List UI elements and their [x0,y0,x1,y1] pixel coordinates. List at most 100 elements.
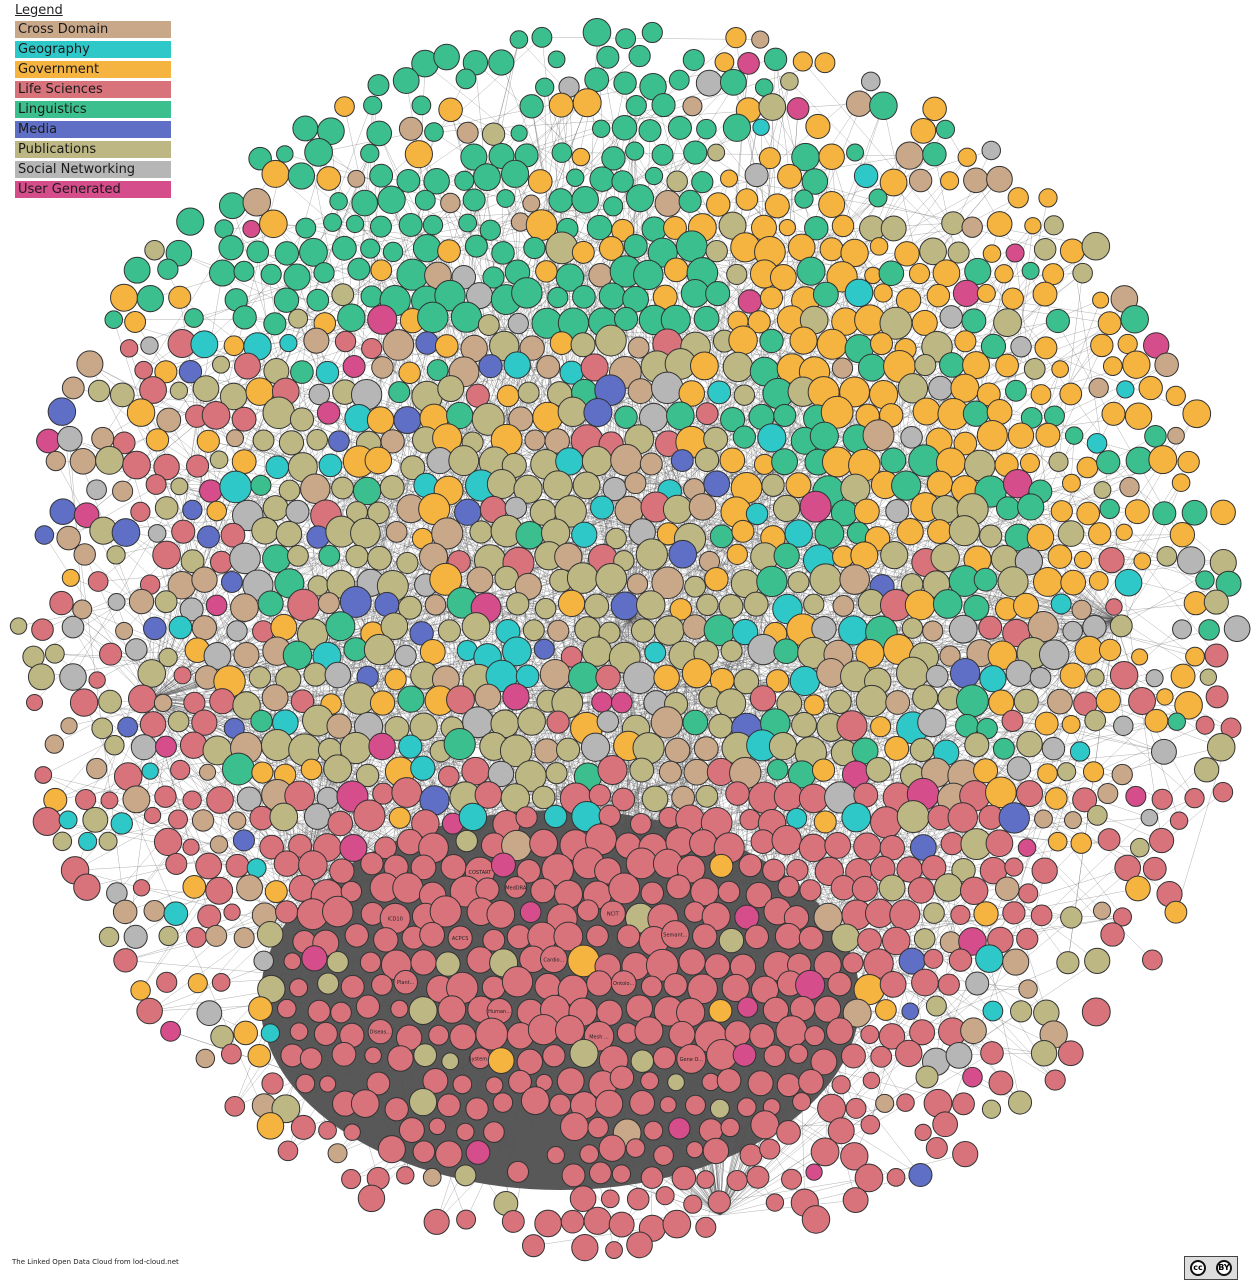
dataset-node[interactable] [596,45,620,69]
dataset-node[interactable] [629,757,655,783]
dataset-node[interactable] [209,688,236,715]
dataset-node[interactable] [1059,238,1085,264]
node-circle[interactable] [69,448,97,475]
node-circle[interactable] [534,597,557,620]
node-circle[interactable] [196,1000,223,1027]
dataset-node[interactable] [982,1000,1004,1022]
node-circle[interactable] [60,717,78,735]
dataset-node[interactable] [126,398,156,427]
dataset-node[interactable] [1097,782,1119,805]
node-circle[interactable] [9,617,28,635]
dataset-node[interactable] [283,952,302,971]
node-circle[interactable] [190,330,219,359]
dataset-node[interactable] [1171,473,1191,493]
node-circle[interactable] [873,283,893,303]
node-circle[interactable] [520,1086,550,1116]
dataset-node[interactable] [831,923,861,953]
node-circle[interactable] [777,875,800,898]
node-circle[interactable] [128,588,155,615]
node-circle[interactable] [277,998,297,1019]
node-circle[interactable] [1005,379,1027,402]
node-circle[interactable] [804,215,829,241]
node-circle[interactable] [932,259,961,288]
dataset-node[interactable] [260,1023,281,1043]
dataset-node[interactable] [394,644,417,667]
dataset-node[interactable] [1034,809,1053,829]
dataset-node[interactable] [285,499,310,524]
node-circle[interactable] [168,809,188,830]
dataset-node[interactable] [56,525,81,551]
node-circle[interactable] [423,168,450,195]
dataset-node[interactable] [219,470,252,504]
dataset-node[interactable] [896,518,924,546]
node-circle[interactable] [549,1093,572,1116]
node-circle[interactable] [758,93,787,121]
dataset-node[interactable] [635,538,668,571]
node-circle[interactable] [49,498,77,526]
node-circle[interactable] [252,429,275,452]
node-circle[interactable] [1105,598,1123,616]
dataset-node[interactable] [1182,399,1212,429]
node-circle[interactable] [452,1074,473,1095]
dataset-node[interactable] [206,500,227,522]
node-circle[interactable] [948,614,978,644]
node-circle[interactable] [58,810,78,830]
dataset-node[interactable] [733,384,756,406]
dataset-node[interactable] [855,684,888,718]
dataset-node[interactable] [776,1073,801,1098]
dataset-node[interactable] [844,278,874,308]
node-circle[interactable] [1195,570,1215,590]
dataset-node[interactable] [840,473,871,504]
dataset-node[interactable] [283,263,311,291]
node-circle[interactable] [424,122,444,142]
node-circle[interactable] [879,970,907,998]
node-circle[interactable] [694,447,720,473]
dataset-node[interactable] [167,710,190,733]
dataset-node[interactable] [680,278,710,308]
dataset-node[interactable] [247,1043,272,1068]
dataset-node[interactable] [367,501,390,525]
dataset-node[interactable] [653,664,680,692]
dataset-node[interactable] [1096,450,1121,475]
node-circle[interactable] [140,336,159,355]
dataset-node[interactable] [112,899,138,925]
dataset-node[interactable]: NCIT [599,900,626,927]
dataset-node[interactable] [993,308,1022,338]
node-circle[interactable] [61,568,80,587]
dataset-node[interactable] [400,455,426,481]
dataset-node[interactable] [155,735,177,758]
node-circle[interactable] [836,710,868,742]
dataset-node[interactable] [880,541,909,570]
node-circle[interactable] [1170,663,1196,689]
node-circle[interactable] [124,311,147,333]
dataset-node[interactable] [269,802,299,832]
node-circle[interactable] [764,193,790,219]
node-circle[interactable] [758,147,781,170]
node-circle[interactable] [1154,352,1179,378]
node-circle[interactable] [347,257,371,281]
node-circle[interactable] [113,948,138,973]
dataset-node[interactable] [61,568,80,587]
dataset-node[interactable] [1004,857,1024,877]
dataset-node[interactable] [549,1093,572,1116]
node-circle[interactable] [110,812,133,835]
node-circle[interactable] [1088,571,1109,591]
dataset-node[interactable] [496,384,520,408]
node-circle[interactable] [156,971,178,993]
dataset-node[interactable] [611,114,638,141]
dataset-node[interactable] [58,810,78,830]
dataset-node[interactable] [437,995,467,1024]
node-circle[interactable] [923,948,944,969]
dataset-node[interactable] [59,663,87,691]
node-circle[interactable] [1113,715,1134,737]
dataset-node[interactable] [322,895,354,928]
node-circle[interactable] [224,1096,246,1117]
dataset-node[interactable] [582,18,612,47]
dataset-node[interactable] [900,426,923,449]
dataset-node[interactable] [1097,311,1122,336]
node-circle[interactable] [1138,375,1163,401]
node-circle[interactable] [191,709,218,736]
dataset-node[interactable] [355,994,381,1019]
node-circle[interactable] [87,571,109,592]
node-circle[interactable] [548,188,573,213]
